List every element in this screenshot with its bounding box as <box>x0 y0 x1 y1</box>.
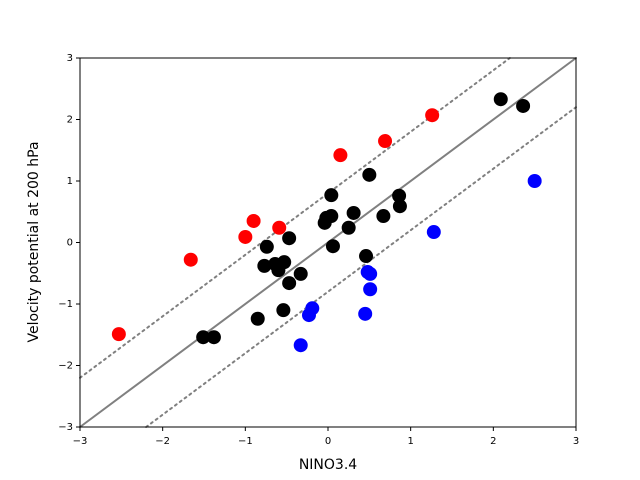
scatter-point <box>392 199 407 214</box>
scatter-point <box>362 167 377 182</box>
x-tick-label: 2 <box>490 436 496 447</box>
scatter-point <box>246 213 261 228</box>
scatter-point <box>324 188 339 203</box>
x-tick-label: −2 <box>155 436 170 447</box>
scatter-point <box>277 255 292 270</box>
scatter-point <box>259 239 274 254</box>
scatter-point <box>363 282 378 297</box>
y-tick-label: 2 <box>67 115 73 126</box>
scatter-point <box>527 174 542 188</box>
scatter-point <box>293 266 308 281</box>
x-tick-label: 1 <box>407 436 413 447</box>
scatter-point <box>346 205 361 220</box>
x-tick-label: −1 <box>238 436 253 447</box>
scatter-point <box>183 252 198 267</box>
scatter-point <box>111 327 126 342</box>
reference-line <box>145 106 577 428</box>
scatter-point <box>325 239 340 254</box>
x-tick-label: 3 <box>573 436 579 447</box>
scatter-point <box>282 276 297 291</box>
y-tick-label: 3 <box>67 53 73 64</box>
scatter-point <box>425 108 440 123</box>
scatter-point <box>392 188 407 203</box>
scatter-point <box>359 249 374 264</box>
scatter-point <box>333 148 348 163</box>
scatter-point <box>196 330 211 345</box>
scatter-point <box>293 338 308 353</box>
scatter-point <box>282 231 297 246</box>
x-axis-label: NINO3.4 <box>299 457 357 473</box>
scatter-point <box>363 266 378 281</box>
scatter-point <box>250 311 265 326</box>
y-tick-label: 0 <box>67 238 73 249</box>
scatter-point <box>493 92 508 107</box>
reference-line <box>79 57 511 379</box>
scatter-point <box>272 220 287 235</box>
x-tick-label: 0 <box>325 436 331 447</box>
y-tick-label: −2 <box>58 361 73 372</box>
scatter-point <box>257 258 272 273</box>
y-tick-label: 1 <box>67 176 73 187</box>
scatter-point <box>305 301 320 316</box>
x-tick-label: −3 <box>73 436 88 447</box>
scatter-point <box>341 220 356 235</box>
y-tick-label: −3 <box>58 422 73 433</box>
scatter-point <box>378 134 393 149</box>
y-tick-label: −1 <box>58 299 73 310</box>
scatter-point <box>516 98 531 113</box>
plot-frame <box>79 57 577 428</box>
scatter-point <box>238 229 253 244</box>
y-axis-label: Velocity potential at 200 hPa <box>26 141 42 342</box>
scatter-point <box>426 225 441 240</box>
scatter-point <box>358 306 373 321</box>
scatter-point <box>324 209 339 224</box>
scatter-point <box>276 303 291 318</box>
scatter-point <box>376 209 391 224</box>
scatter-point <box>206 330 221 345</box>
